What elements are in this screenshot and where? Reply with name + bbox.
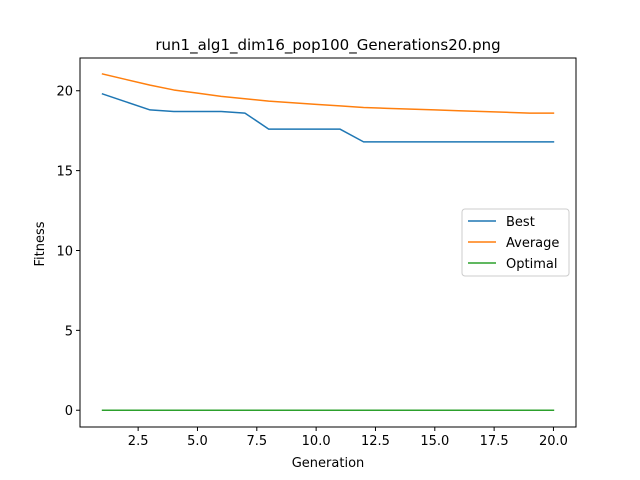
y-tick-label: 0 (65, 404, 73, 419)
legend-box (461, 208, 570, 277)
y-axis-ticks: 0 5 10 15 20 (56, 85, 80, 419)
plot-lines (101, 73, 555, 411)
x-tick-label: 10.0 (302, 434, 331, 449)
series-line-average (101, 73, 555, 114)
x-tick-label: 17.5 (480, 434, 509, 449)
x-axis-ticks: 2.5 5.0 7.5 10.0 12.5 15.0 17.5 20.0 (128, 427, 568, 449)
x-tick-label: 20.0 (539, 434, 568, 449)
legend-label-average: Average (506, 236, 559, 251)
legend-label-best: Best (506, 215, 535, 230)
x-tick-label: 7.5 (246, 434, 267, 449)
x-tick-label: 12.5 (361, 434, 390, 449)
x-axis-label: Generation (292, 456, 365, 471)
series-line-best (101, 92, 555, 143)
x-tick-label: 2.5 (128, 434, 149, 449)
legend: Best Average Optimal (461, 208, 570, 277)
x-tick-label: 15.0 (420, 434, 449, 449)
y-tick-label: 10 (56, 244, 73, 259)
x-tick-label: 5.0 (187, 434, 208, 449)
legend-label-optimal: Optimal (506, 257, 557, 272)
y-tick-label: 5 (65, 324, 73, 339)
y-tick-label: 20 (56, 85, 73, 100)
plot-frame (79, 57, 577, 428)
y-axis-label: Fitness (33, 221, 48, 266)
chart-title: run1_alg1_dim16_pop100_Generations20.png (155, 36, 500, 55)
y-tick-label: 15 (56, 165, 73, 180)
